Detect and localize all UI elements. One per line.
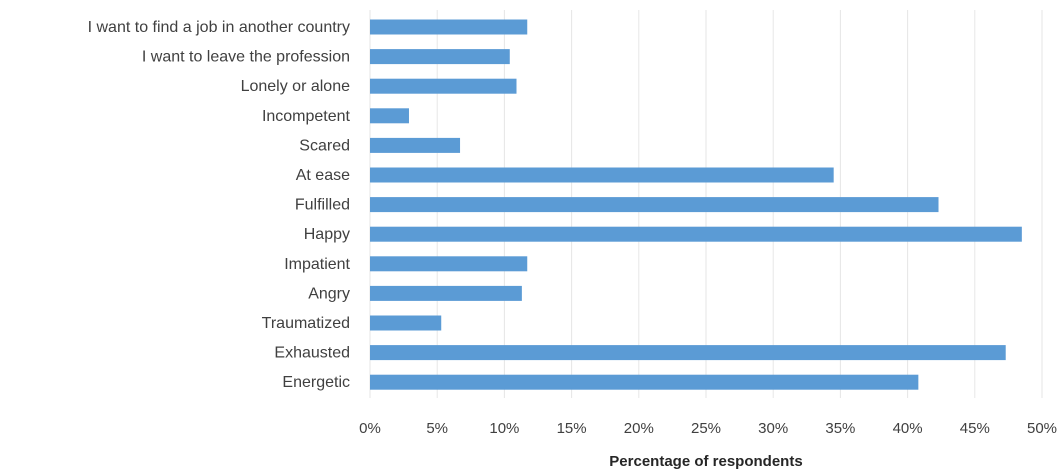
bar [370,137,461,153]
x-tick-label: 15% [557,420,587,437]
x-tick-label: 20% [624,420,654,437]
bar [370,285,522,301]
x-axis-title: Percentage of respondents [609,453,802,470]
category-label: Impatient [284,256,350,273]
category-label: At ease [296,167,350,184]
bar [370,256,528,272]
category-label: Energetic [282,374,350,391]
category-label: Happy [304,226,350,243]
x-tick-label: 45% [960,420,990,437]
bars [370,19,1022,390]
category-label: Traumatized [262,315,350,332]
category-label: Angry [308,285,350,302]
bar [370,197,939,213]
category-label: Exhausted [274,345,350,362]
bar [370,19,528,35]
x-tick-label: 10% [489,420,519,437]
x-tick-labels: 0% 5% 10% 15% 20% 25% 30% 35% 40% 45% 50% [359,420,1057,437]
bar [370,108,409,124]
x-tick-label: 40% [893,420,923,437]
x-tick-label: 30% [758,420,788,437]
bar [370,226,1022,242]
category-label: Lonely or alone [241,78,351,95]
category-label: Incompetent [262,108,351,125]
bar [370,315,442,331]
x-tick-label: 25% [691,420,721,437]
bar [370,374,919,390]
category-label: I want to leave the profession [142,49,350,66]
category-label: Scared [299,137,350,154]
bar [370,78,517,94]
x-tick-label: 35% [825,420,855,437]
bar [370,49,510,65]
bar [370,167,834,183]
category-labels: I want to find a job in another country I… [88,19,351,391]
category-label: I want to find a job in another country [88,19,350,36]
bar [370,345,1006,361]
x-tick-label: 50% [1027,420,1057,437]
category-label: Fulfilled [295,197,350,214]
x-tick-label: 5% [426,420,448,437]
x-tick-label: 0% [359,420,381,437]
